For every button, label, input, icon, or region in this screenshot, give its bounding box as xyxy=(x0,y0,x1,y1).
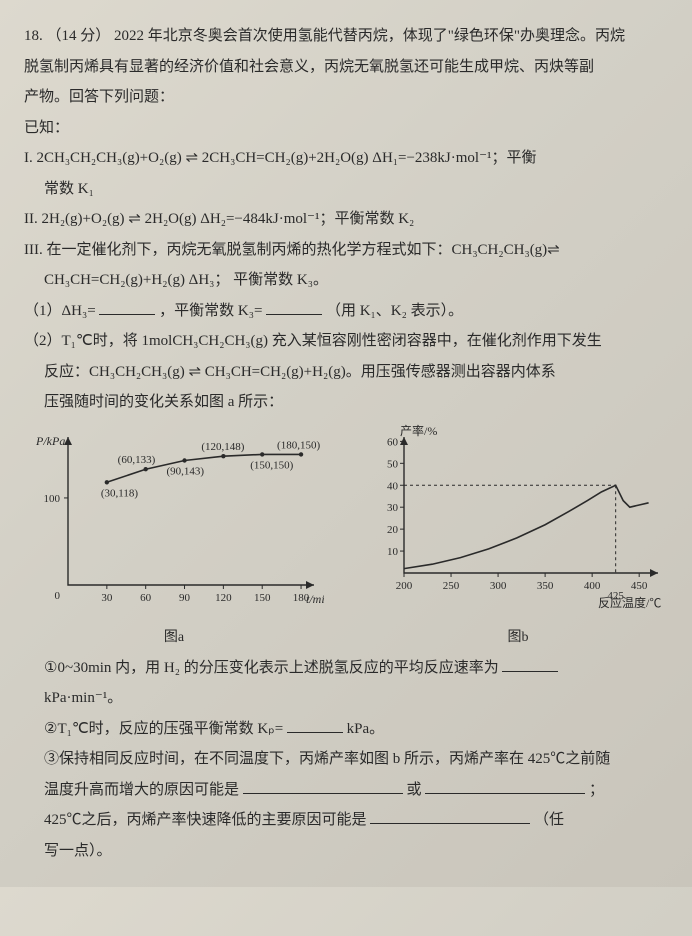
blank-dh3[interactable] xyxy=(99,299,155,315)
svg-text:0: 0 xyxy=(55,590,61,602)
svg-text:400: 400 xyxy=(584,580,601,592)
sub3-l2c: ； xyxy=(589,782,604,798)
svg-text:30: 30 xyxy=(101,592,113,604)
problem-body: 18. （14 分） 2022 年北京冬奥会首次使用氢能代替丙烷，体现了"绿色环… xyxy=(24,22,668,865)
q1-c: （用 K₁、K₂ 表示）。 xyxy=(326,303,463,319)
svg-text:180: 180 xyxy=(293,592,310,604)
q2-l2: 反应：CH₃CH₂CH₃(g) ⇌ CH₃CH=CH₂(g)+H₂(g)。用压强… xyxy=(24,358,668,387)
svg-text:30: 30 xyxy=(387,502,399,514)
blank-reason3[interactable] xyxy=(370,808,530,824)
eq-I-tail: 常数 K₁ xyxy=(24,175,668,204)
svg-text:450: 450 xyxy=(631,580,648,592)
q-number: 18. xyxy=(24,28,43,44)
q1-b: ，平衡常数 K₃= xyxy=(159,303,262,319)
svg-text:50: 50 xyxy=(387,458,399,470)
svg-text:120: 120 xyxy=(215,592,232,604)
sub2-a: ②T₁℃时，反应的压强平衡常数 Kₚ= xyxy=(44,721,283,737)
eqI-rhs: 2CH₃CH=CH₂(g)+2H₂O(g) ΔH₁=−238kJ·mol⁻¹；平… xyxy=(202,150,537,166)
svg-text:40: 40 xyxy=(387,480,399,492)
svg-text:250: 250 xyxy=(443,580,460,592)
q2-l3: 压强随时间的变化关系如图 a 所示： xyxy=(24,388,668,417)
header-line2: 脱氢制丙烯具有显著的经济价值和社会意义，丙烷无氧脱氢还可能生成甲烷、丙炔等副 xyxy=(24,53,668,82)
sub1: ①0~30min 内，用 H₂ 的分压变化表示上述脱氢反应的平均反应速率为 xyxy=(24,654,668,683)
svg-text:350: 350 xyxy=(537,580,554,592)
svg-text:20: 20 xyxy=(387,524,399,536)
sub3-l2: 温度升高而增大的原因可能是 或 ； xyxy=(24,776,668,805)
svg-text:200: 200 xyxy=(396,580,413,592)
sub2: ②T₁℃时，反应的压强平衡常数 Kₚ= kPa。 xyxy=(24,715,668,744)
svg-text:(90,143): (90,143) xyxy=(167,465,205,477)
sub1-a: ①0~30min 内，用 H₂ 的分压变化表示上述脱氢反应的平均反应速率为 xyxy=(44,660,499,676)
svg-text:425: 425 xyxy=(607,590,624,602)
h-l1: 2022 年北京冬奥会首次使用氢能代替丙烷，体现了"绿色环保"办奥理念。丙烷 xyxy=(114,28,625,44)
svg-text:P/kPa: P/kPa xyxy=(35,434,65,448)
svg-text:(150,150): (150,150) xyxy=(250,459,293,471)
eqI-lhs: I. 2CH₃CH₂CH₃(g)+O₂(g) xyxy=(24,150,182,166)
svg-text:150: 150 xyxy=(254,592,271,604)
svg-text:300: 300 xyxy=(490,580,507,592)
blank-reason1[interactable] xyxy=(243,778,403,794)
eq-II: II. 2H₂(g)+O₂(g) ⇌ 2H₂O(g) ΔH₂=−484kJ·mo… xyxy=(24,205,668,234)
chart-b-caption: 图b xyxy=(368,625,668,652)
sub3-l1: ③保持相同反应时间，在不同温度下，丙烯产率如图 b 所示，丙烯产率在 425℃之… xyxy=(24,745,668,774)
svg-text:产率/%: 产率/% xyxy=(400,423,437,438)
svg-text:(120,148): (120,148) xyxy=(201,441,244,453)
blank-k3[interactable] xyxy=(266,299,322,315)
header-line1: 18. （14 分） 2022 年北京冬奥会首次使用氢能代替丙烷，体现了"绿色环… xyxy=(24,22,668,51)
sub3-l3: 425℃之后，丙烯产率快速降低的主要原因可能是 （任 xyxy=(24,806,668,835)
chart-a-caption: 图a xyxy=(24,625,324,652)
chart-a: P/kPat/min3060901201501801000(30,118)(60… xyxy=(24,423,324,613)
known: 已知： xyxy=(24,114,668,143)
sub3-l3a: 425℃之后，丙烯产率快速降低的主要原因可能是 xyxy=(44,812,367,828)
eq-III-1: III. 在一定催化剂下，丙烷无氧脱氢制丙烯的热化学方程式如下：CH₃CH₂CH… xyxy=(24,236,668,265)
eqI-arrow: ⇌ xyxy=(185,150,198,166)
sub3-l2b: 或 xyxy=(407,782,422,798)
q1: （1）ΔH₃= ，平衡常数 K₃= （用 K₁、K₂ 表示）。 xyxy=(24,297,668,326)
sub3-l3b: （任 xyxy=(534,812,564,828)
q1-a: （1）ΔH₃= xyxy=(24,303,96,319)
sub3-l4: 写一点）。 xyxy=(24,837,668,866)
q-points: （14 分） xyxy=(47,28,111,44)
svg-text:(180,150): (180,150) xyxy=(277,439,320,451)
svg-text:(30,118): (30,118) xyxy=(101,487,139,499)
svg-text:(60,133): (60,133) xyxy=(118,454,156,466)
svg-text:90: 90 xyxy=(179,592,191,604)
sub1-b: kPa·min⁻¹。 xyxy=(24,684,668,713)
eq-III-2: CH₃CH=CH₂(g)+H₂(g) ΔH₃； 平衡常数 K₃。 xyxy=(24,266,668,295)
blank-rate[interactable] xyxy=(502,656,558,672)
chart-b-box: 产率/%反应温度/℃200250300350400450425102030405… xyxy=(368,423,668,652)
blank-reason2[interactable] xyxy=(425,778,585,794)
svg-text:60: 60 xyxy=(140,592,152,604)
chart-b: 产率/%反应温度/℃200250300350400450425102030405… xyxy=(368,423,668,613)
header-line3: 产物。回答下列问题： xyxy=(24,83,668,112)
q2-l1: （2）T₁℃时，将 1molCH₃CH₂CH₃(g) 充入某恒容刚性密闭容器中，… xyxy=(24,327,668,356)
svg-text:100: 100 xyxy=(44,492,61,504)
svg-text:10: 10 xyxy=(387,546,399,558)
eq-I: I. 2CH₃CH₂CH₃(g)+O₂(g) ⇌ 2CH₃CH=CH₂(g)+2… xyxy=(24,144,668,173)
blank-kp[interactable] xyxy=(287,717,343,733)
svg-text:60: 60 xyxy=(387,436,399,448)
sub2-b: kPa。 xyxy=(347,721,385,737)
sub3-l2a: 温度升高而增大的原因可能是 xyxy=(44,782,239,798)
charts-row: P/kPat/min3060901201501801000(30,118)(60… xyxy=(24,423,668,652)
chart-a-box: P/kPat/min3060901201501801000(30,118)(60… xyxy=(24,423,324,652)
